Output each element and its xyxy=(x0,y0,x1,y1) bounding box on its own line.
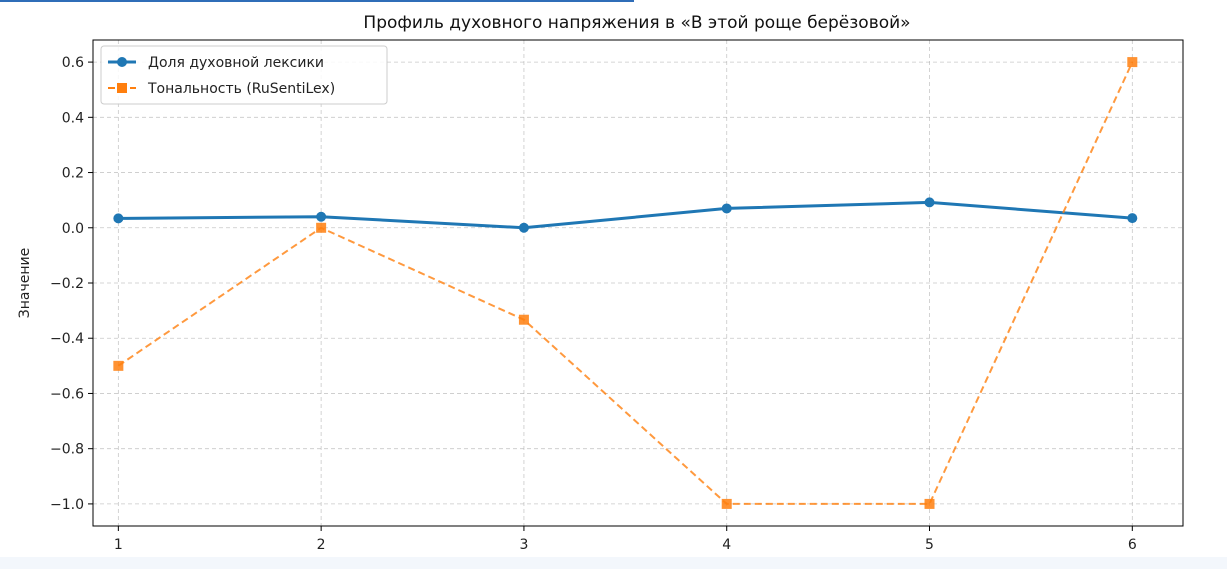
y-tick-label: 0.0 xyxy=(62,221,84,237)
chart-title: Профиль духовного напряжения в «В этой р… xyxy=(363,13,910,33)
x-tick-label: 3 xyxy=(519,537,528,553)
data-point xyxy=(113,213,124,224)
grid-lines xyxy=(93,40,1183,526)
y-tick-label: −0.2 xyxy=(50,276,84,292)
legend-box xyxy=(100,45,388,105)
legend-swatch-marker xyxy=(117,57,127,67)
data-point xyxy=(316,222,327,233)
data-point xyxy=(113,360,124,371)
legend-swatch-marker xyxy=(117,83,127,93)
legend-label: Доля духовной лексики xyxy=(148,55,324,71)
bottom-panel xyxy=(0,557,1227,569)
data-point xyxy=(518,222,529,233)
data-point xyxy=(1127,57,1138,68)
series-line-1 xyxy=(118,200,1133,230)
data-point xyxy=(316,211,327,222)
data-point xyxy=(721,203,732,214)
y-tick-label: −0.4 xyxy=(50,331,84,347)
x-tick-label: 2 xyxy=(317,537,326,553)
y-tick-label: −0.8 xyxy=(50,442,84,458)
legend-entry: Тональность (RuSentiLex) xyxy=(108,81,335,97)
legend: Доля духовной лексики Тональность (RuSent… xyxy=(100,45,388,105)
x-tick-label: 4 xyxy=(722,537,731,553)
series-group xyxy=(113,57,1138,509)
x-tick-label: 1 xyxy=(114,537,123,553)
legend-entry: Доля духовной лексики xyxy=(108,55,324,71)
y-tick-label: 0.2 xyxy=(62,166,84,182)
data-point xyxy=(1127,213,1138,224)
data-point xyxy=(518,314,529,325)
y-axis-label: Значение xyxy=(17,248,33,318)
y-tick-label: 0.4 xyxy=(62,110,84,126)
header-accent-bar xyxy=(0,0,634,2)
x-axis-ticks: 1 2 3 4 5 6 xyxy=(114,526,1137,553)
data-point xyxy=(721,498,732,509)
x-tick-label: 5 xyxy=(925,537,934,553)
data-point xyxy=(924,197,935,208)
y-tick-label: 0.6 xyxy=(62,55,84,71)
series-line-2 xyxy=(117,61,1134,505)
data-point xyxy=(924,498,935,509)
y-axis-ticks: 0.6 0.4 0.2 0.0 −0.2 −0.4 −0.6 −0.8 −1.0 xyxy=(50,55,93,513)
y-tick-label: −1.0 xyxy=(50,497,84,513)
y-tick-label: −0.6 xyxy=(50,386,84,402)
x-tick-label: 6 xyxy=(1128,537,1137,553)
line-chart: Профиль духовного напряжения в «В этой р… xyxy=(17,13,1184,553)
legend-label: Тональность (RuSentiLex) xyxy=(147,81,335,97)
